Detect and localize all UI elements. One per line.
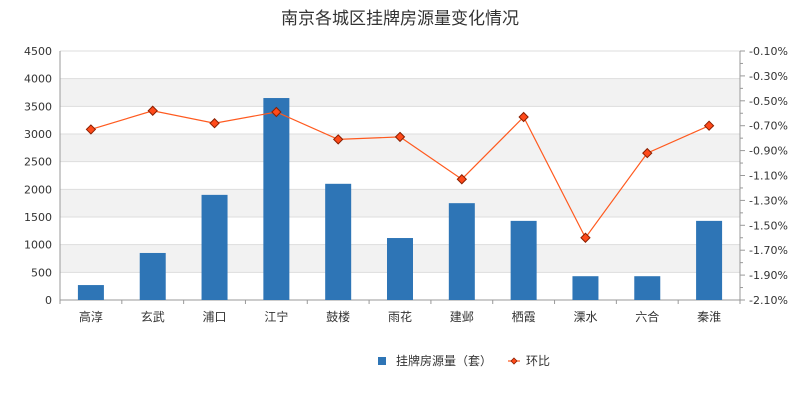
legend-swatch-bar <box>378 357 386 365</box>
y-tick-label: 3000 <box>24 128 52 141</box>
ratio-point-江宁 <box>271 106 282 118</box>
y-tick-label: 3500 <box>24 100 52 113</box>
ratio-point-雨花 <box>394 131 406 143</box>
ratio-point-栖霞 <box>518 111 529 123</box>
legend-label-bar: 挂牌房源量（套） <box>396 353 492 368</box>
y2-tick-label: -1.90% <box>749 269 788 282</box>
x-tick-label: 鼓楼 <box>326 309 350 324</box>
y2-tick-label: -1.10% <box>749 170 788 183</box>
ratio-line <box>90 110 710 239</box>
bar-鼓楼 <box>325 183 352 300</box>
y2-tick-label: -1.30% <box>749 194 788 207</box>
ratio-point-建邺 <box>456 174 468 185</box>
y-tick-label: 4500 <box>24 45 52 58</box>
y2-tick-label: -0.90% <box>749 145 788 158</box>
bar-建邺 <box>448 203 475 300</box>
x-tick-label: 江宁 <box>264 309 288 324</box>
bar-玄武 <box>139 252 166 300</box>
grid-band <box>60 78 740 107</box>
x-tick-label: 玄武 <box>141 309 165 324</box>
y2-tick-label: -2.10% <box>749 294 788 307</box>
y2-tick-label: -0.10% <box>749 45 788 58</box>
x-tick-label: 栖霞 <box>512 309 536 324</box>
y2-tick-label: -1.50% <box>749 219 788 232</box>
y-tick-label: 0 <box>45 294 52 307</box>
ratio-point-玄武 <box>147 105 158 116</box>
bar-栖霞 <box>510 220 537 300</box>
x-tick-label: 高淳 <box>79 309 103 324</box>
y2-tick-label: -0.70% <box>749 120 788 133</box>
bar-江宁 <box>263 98 290 301</box>
grid-band <box>60 189 740 217</box>
x-tick-label: 六合 <box>635 309 659 324</box>
bar-六合 <box>634 276 661 300</box>
y-tick-label: 1000 <box>24 239 52 252</box>
y2-tick-label: -0.30% <box>749 70 788 83</box>
bar-雨花 <box>387 238 413 300</box>
bar-溧水 <box>572 276 599 300</box>
x-tick-label: 建邺 <box>450 310 474 324</box>
legend-marker-line <box>510 357 518 365</box>
y-tick-label: 4000 <box>24 73 52 86</box>
legend-label-line: 环比 <box>526 354 550 368</box>
y-tick-label: 2000 <box>24 183 52 196</box>
x-tick-label: 雨花 <box>388 309 412 324</box>
x-tick-label: 浦口 <box>203 310 227 324</box>
ratio-point-鼓楼 <box>332 134 344 145</box>
x-tick-label: 秦淮 <box>697 310 721 324</box>
y-tick-label: 2500 <box>24 156 52 169</box>
bar-秦淮 <box>696 220 723 300</box>
y-tick-label: 1500 <box>24 211 52 224</box>
x-tick-label: 溧水 <box>573 310 597 324</box>
ratio-point-六合 <box>642 147 653 159</box>
y-tick-label: 500 <box>31 266 52 279</box>
ratio-point-高淳 <box>85 124 97 135</box>
ratio-point-浦口 <box>209 118 220 129</box>
y2-tick-label: -0.50% <box>749 95 788 108</box>
chart-title: 南京各城区挂牌房源量变化情况 <box>281 9 519 29</box>
bar-浦口 <box>201 194 228 300</box>
ratio-point-秦淮 <box>703 120 715 131</box>
bar-高淳 <box>77 285 104 300</box>
y2-tick-label: -1.70% <box>749 244 788 257</box>
ratio-point-溧水 <box>580 232 591 243</box>
